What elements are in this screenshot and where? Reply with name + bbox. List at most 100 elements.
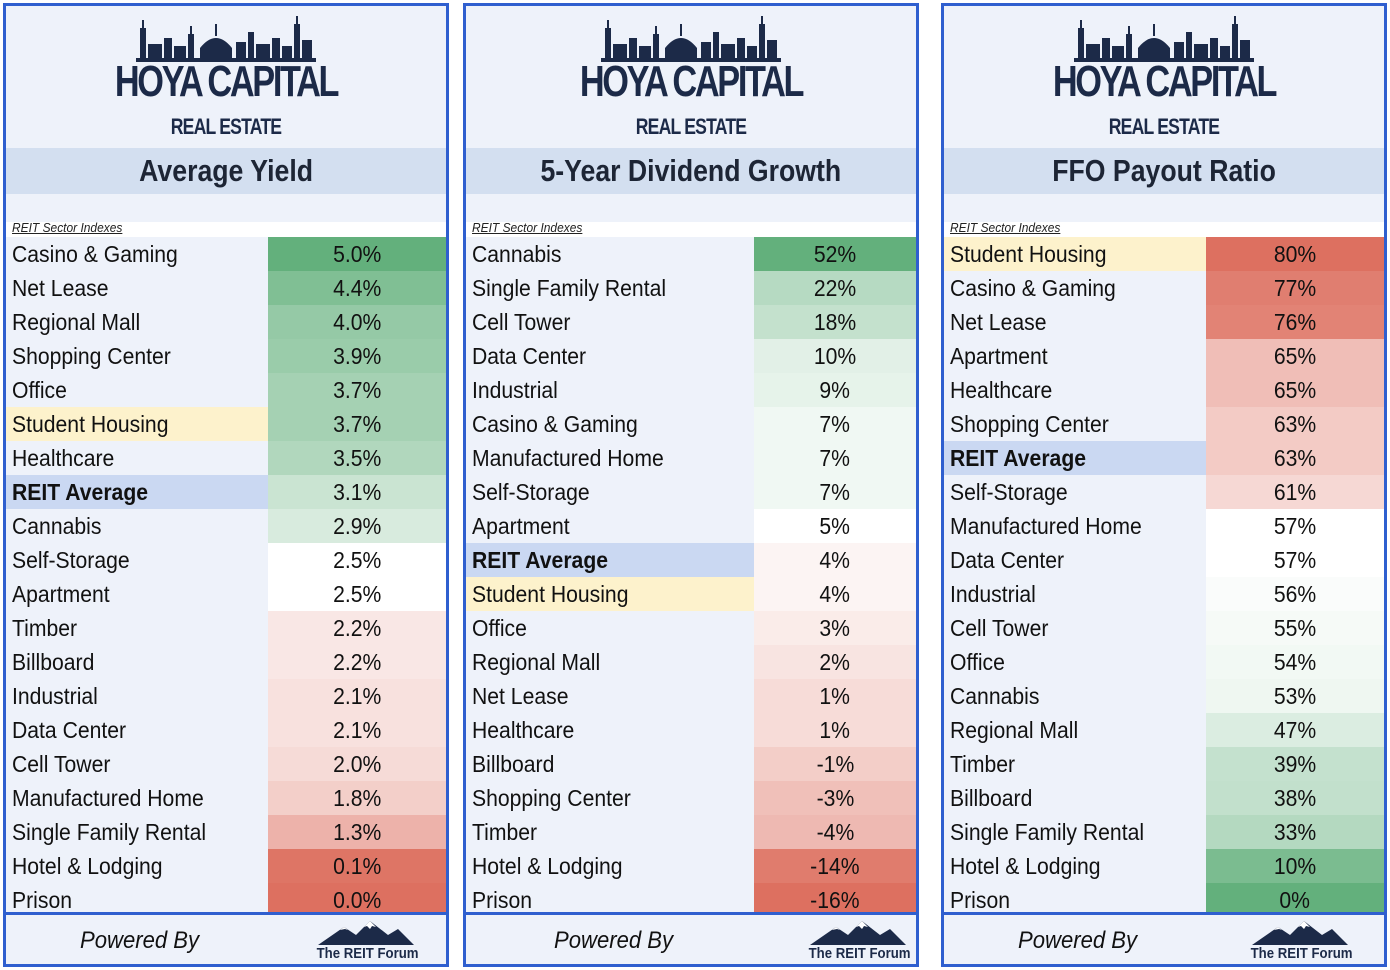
table-row: Net Lease 1%	[466, 679, 916, 713]
table-row: Hotel & Lodging -14%	[466, 849, 916, 883]
table-row: Apartment 65%	[944, 339, 1384, 373]
table-row: Regional Mall 47%	[944, 713, 1384, 747]
sector-label: Cannabis	[466, 237, 754, 271]
sector-label: Self-Storage	[466, 475, 754, 509]
value-cell: -3%	[754, 781, 916, 815]
value-cell: 22%	[754, 271, 916, 305]
table-row: Billboard 2.2%	[6, 645, 446, 679]
reit-forum-logo: The REIT Forum	[802, 917, 912, 963]
table-row: Timber -4%	[466, 815, 916, 849]
sector-rows: Casino & Gaming 5.0% Net Lease 4.4% Regional…	[6, 237, 446, 917]
table-row: Data Center 10%	[466, 339, 916, 373]
sector-label: REIT Average	[6, 475, 268, 509]
sector-label: Cannabis	[6, 509, 268, 543]
sector-label: Hotel & Lodging	[466, 849, 754, 883]
sector-label: Billboard	[466, 747, 754, 781]
panel-title-band: 5-Year Dividend Growth	[466, 148, 916, 194]
value-cell: 80%	[1206, 237, 1384, 271]
sector-indexes-subheader: REIT Sector Indexes	[950, 220, 1061, 235]
sector-label: Prison	[466, 883, 754, 917]
brand-subtitle: REAL ESTATE	[170, 114, 282, 139]
table-row: Self-Storage 2.5%	[6, 543, 446, 577]
table-row: Student Housing 3.7%	[6, 407, 446, 441]
table-row: Shopping Center 3.9%	[6, 339, 446, 373]
sector-label: Apartment	[466, 509, 754, 543]
sector-label: Timber	[466, 815, 754, 849]
table-row: Single Family Rental 1.3%	[6, 815, 446, 849]
table-row: Self-Storage 7%	[466, 475, 916, 509]
value-cell: 63%	[1206, 441, 1384, 475]
sector-label: Student Housing	[466, 577, 754, 611]
value-cell: -14%	[754, 849, 916, 883]
value-cell: 2.2%	[268, 611, 446, 645]
sector-label: Timber	[6, 611, 268, 645]
sector-label: Single Family Rental	[944, 815, 1206, 849]
value-cell: 2.0%	[268, 747, 446, 781]
value-cell: 3.9%	[268, 339, 446, 373]
table-row: Billboard -1%	[466, 747, 916, 781]
value-cell: 65%	[1206, 339, 1384, 373]
sector-label: Industrial	[466, 373, 754, 407]
value-cell: 63%	[1206, 407, 1384, 441]
table-row: Apartment 5%	[466, 509, 916, 543]
value-cell: 7%	[754, 441, 916, 475]
sector-label: Net Lease	[6, 271, 268, 305]
value-cell: 47%	[1206, 713, 1384, 747]
sector-label: Casino & Gaming	[466, 407, 754, 441]
value-cell: 1%	[754, 679, 916, 713]
table-row: Cannabis 52%	[466, 237, 916, 271]
value-cell: 3.7%	[268, 407, 446, 441]
value-cell: 1.3%	[268, 815, 446, 849]
sector-label: Cell Tower	[466, 305, 754, 339]
title-gap	[944, 194, 1384, 222]
table-row: Shopping Center -3%	[466, 781, 916, 815]
table-row: Hotel & Lodging 0.1%	[6, 849, 446, 883]
table-row: Self-Storage 61%	[944, 475, 1384, 509]
table-row: Net Lease 76%	[944, 305, 1384, 339]
table-row: Healthcare 65%	[944, 373, 1384, 407]
value-cell: 4%	[754, 577, 916, 611]
value-cell: 5.0%	[268, 237, 446, 271]
sector-label: Net Lease	[944, 305, 1206, 339]
table-row: Cell Tower 55%	[944, 611, 1384, 645]
sector-label: Healthcare	[944, 373, 1206, 407]
sector-label: Regional Mall	[466, 645, 754, 679]
sector-label: Regional Mall	[944, 713, 1206, 747]
hoya-capital-logo: HOYA CAPITAL REAL ESTATE	[6, 6, 446, 148]
value-cell: 4.0%	[268, 305, 446, 339]
table-row: Healthcare 3.5%	[6, 441, 446, 475]
sector-label: Cannabis	[944, 679, 1206, 713]
table-row: Manufactured Home 7%	[466, 441, 916, 475]
table-row: Timber 2.2%	[6, 611, 446, 645]
table-row: Industrial 9%	[466, 373, 916, 407]
table-row: REIT Average 4%	[466, 543, 916, 577]
value-cell: 2.1%	[268, 713, 446, 747]
value-cell: -4%	[754, 815, 916, 849]
value-cell: 0.0%	[268, 883, 446, 917]
sector-label: Apartment	[6, 577, 268, 611]
sector-label: Apartment	[944, 339, 1206, 373]
sector-label: Manufactured Home	[6, 781, 268, 815]
powered-by-footer: Powered By The REIT Forum	[6, 912, 446, 964]
sector-label: Data Center	[466, 339, 754, 373]
table-row: Timber 39%	[944, 747, 1384, 781]
table-row: Cell Tower 2.0%	[6, 747, 446, 781]
powered-by-footer: Powered By The REIT Forum	[466, 912, 916, 964]
value-cell: 0.1%	[268, 849, 446, 883]
table-row: Office 3%	[466, 611, 916, 645]
sector-label: Shopping Center	[6, 339, 268, 373]
value-cell: 1.8%	[268, 781, 446, 815]
table-row: Casino & Gaming 5.0%	[6, 237, 446, 271]
sector-label: Timber	[944, 747, 1206, 781]
value-cell: 2.9%	[268, 509, 446, 543]
value-cell: 38%	[1206, 781, 1384, 815]
value-cell: 2%	[754, 645, 916, 679]
sector-label: Cell Tower	[944, 611, 1206, 645]
powered-by-label: Powered By	[554, 927, 674, 954]
reit-forum-name: The REIT Forum	[808, 945, 911, 962]
sector-label: Hotel & Lodging	[944, 849, 1206, 883]
brand-subtitle: REAL ESTATE	[635, 114, 747, 139]
table-row: Prison 0.0%	[6, 883, 446, 917]
sector-rows: Student Housing 80% Casino & Gaming 77% Net …	[944, 237, 1384, 917]
value-cell: 3%	[754, 611, 916, 645]
